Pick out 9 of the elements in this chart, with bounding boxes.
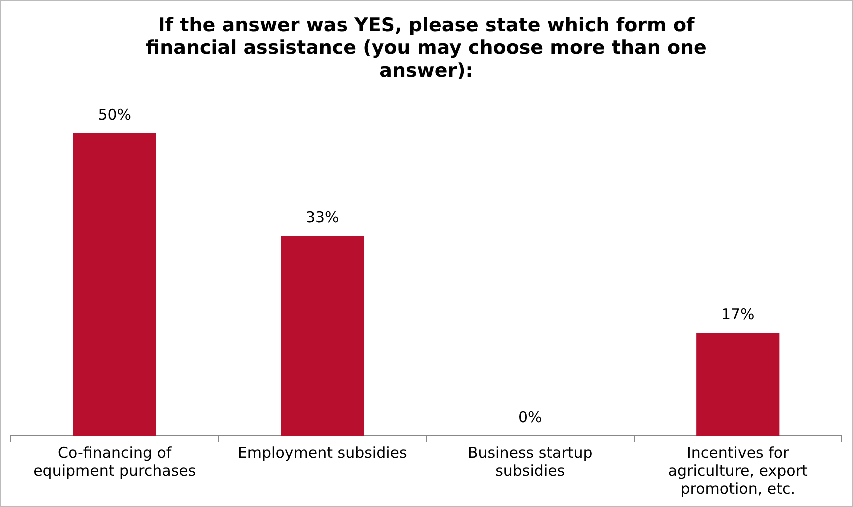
data-label: 17% xyxy=(721,306,755,324)
data-label: 50% xyxy=(98,106,132,124)
x-tick-label: Co-financing of equipment purchases xyxy=(34,444,196,480)
x-tick-label: Incentives for agriculture, export promotion, etc. xyxy=(668,444,808,498)
data-label: 0% xyxy=(518,408,542,426)
x-tick-label: Business startup subsidies xyxy=(468,444,593,480)
chart-title: If the answer was YES, please state which form of financial assistance (you may choose more than one answer): xyxy=(146,14,707,82)
x-tick-label: Employment subsidies xyxy=(238,444,408,462)
data-label: 33% xyxy=(306,208,340,227)
